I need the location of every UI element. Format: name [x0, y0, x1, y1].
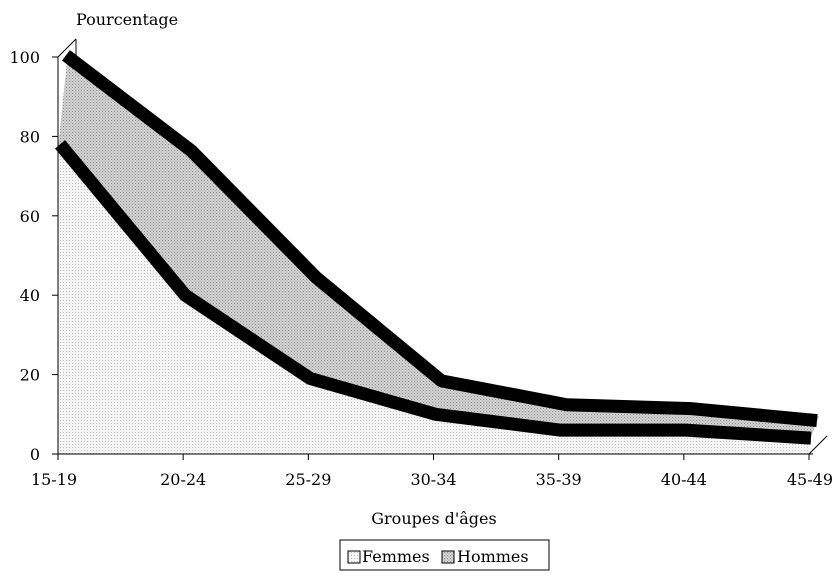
x-tick-label-25-29: 25-29: [285, 470, 331, 489]
y-tick-label-0: 0: [30, 445, 40, 464]
y-tick-label-60: 60: [20, 207, 40, 226]
edge-hommes: [62, 50, 818, 428]
edges-layer: [54, 50, 818, 445]
x-tick-label-40-44: 40-44: [661, 470, 707, 489]
x-tick-label-35-39: 35-39: [536, 470, 582, 489]
legend: Femmes Hommes: [339, 539, 550, 571]
depth-edge-right: [808, 435, 828, 455]
area-femmes: [58, 148, 809, 454]
areas-layer: [58, 50, 819, 454]
y-tick-label-80: 80: [20, 127, 40, 146]
x-axis-title: Groupes d'âges: [371, 509, 496, 528]
legend-label-hommes: Hommes: [457, 547, 529, 566]
legend-box: [339, 539, 550, 571]
area-hommes: [58, 50, 819, 443]
depth-edge-top: [57, 38, 77, 58]
labels-layer: 0 20 40 60 80 100 15-19 20-24 25-29 30-34 35-39 40-…: [9, 48, 833, 489]
y-tick-label-100: 100: [9, 48, 40, 67]
x-tick-label-20-24: 20-24: [160, 470, 206, 489]
x-tick-label-45-49: 45-49: [787, 470, 833, 489]
x-tick-label-15-19: 15-19: [31, 470, 77, 489]
x-tick-label-30-34: 30-34: [410, 470, 456, 489]
y-tick-label-20: 20: [20, 366, 40, 385]
legend-swatch-femmes: [347, 550, 361, 564]
legend-label-femmes: Femmes: [362, 547, 430, 566]
legend-swatch-hommes: [441, 550, 455, 564]
axes-layer: [52, 38, 828, 460]
edge-femmes: [54, 140, 812, 445]
y-tick-label-40: 40: [20, 286, 40, 305]
y-axis-title: Pourcentage: [76, 10, 178, 29]
